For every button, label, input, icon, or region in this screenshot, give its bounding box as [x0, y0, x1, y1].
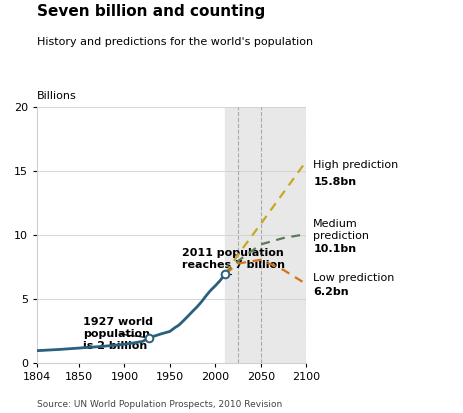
- Text: Low prediction: Low prediction: [313, 273, 394, 283]
- Text: Billions: Billions: [37, 91, 77, 101]
- Text: 15.8bn: 15.8bn: [313, 176, 356, 187]
- Text: Source: UN World Population Prospects, 2010 Revision: Source: UN World Population Prospects, 2…: [37, 400, 282, 409]
- Text: High prediction: High prediction: [313, 160, 398, 170]
- Bar: [225, 107, 306, 363]
- Text: History and predictions for the world's population: History and predictions for the world's …: [37, 37, 313, 47]
- Text: prediction: prediction: [313, 231, 369, 241]
- Text: Seven billion and counting: Seven billion and counting: [37, 4, 265, 19]
- Text: 2011 population
reaches 7 billion: 2011 population reaches 7 billion: [181, 248, 284, 274]
- Text: Medium: Medium: [313, 219, 357, 229]
- Text: 6.2bn: 6.2bn: [313, 287, 348, 297]
- Text: 10.1bn: 10.1bn: [313, 244, 356, 254]
- Text: 1927 world
population
is 2 billion: 1927 world population is 2 billion: [83, 317, 153, 351]
